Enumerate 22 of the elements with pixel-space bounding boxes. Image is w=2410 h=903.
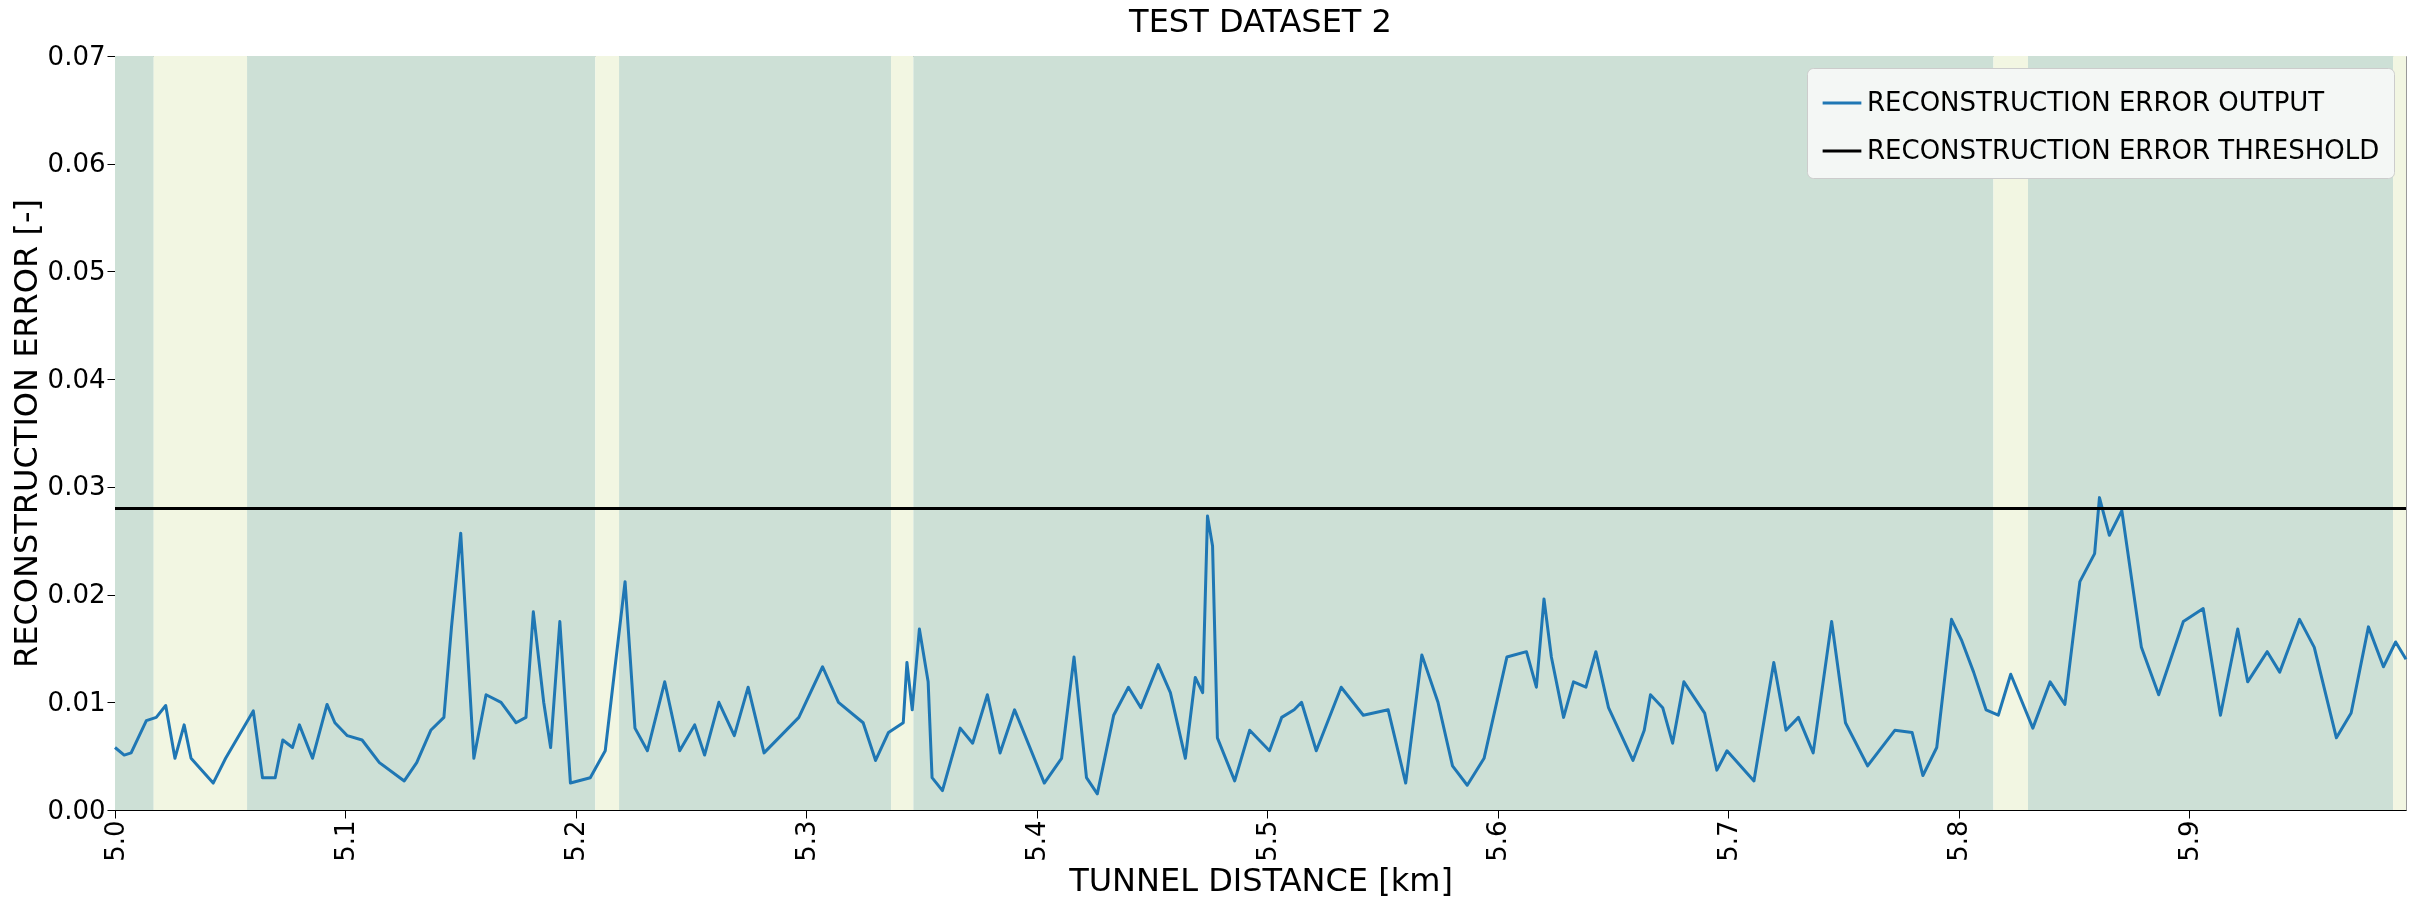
x-tick-label: 5.9 [2173,820,2204,862]
legend-label: RECONSTRUCTION ERROR THRESHOLD [1867,135,2380,165]
x-tick-label: 5.7 [1712,820,1743,862]
x-tick-label: 5.8 [1943,820,1974,862]
y-axis-title: RECONSTRUCTION ERROR [-] [6,199,45,668]
x-tick-label: 5.2 [560,820,591,862]
legend-label: RECONSTRUCTION ERROR OUTPUT [1867,87,2325,117]
x-tick-label: 5.4 [1021,820,1052,862]
line-series [113,496,2408,796]
y-tick-label: 0.01 [47,686,106,717]
x-tick-label: 5.5 [1251,820,1282,862]
x-tick-label: 5.1 [329,820,360,862]
y-tick-label: 0.05 [47,255,106,286]
y-tick-label: 0.06 [47,148,106,179]
y-tick-label: 0.07 [47,40,106,71]
x-tick-label: 5.6 [1482,820,1513,862]
x-axis-title: TUNNEL DISTANCE [km] [1068,860,1453,899]
x-tick-label: 5.3 [790,820,821,862]
y-tick-label: 0.04 [47,363,106,394]
y-tick-label: 0.02 [47,579,106,610]
chart-title: TEST DATASET 2 [1128,2,1392,40]
y-tick-label: 0.03 [47,471,106,502]
